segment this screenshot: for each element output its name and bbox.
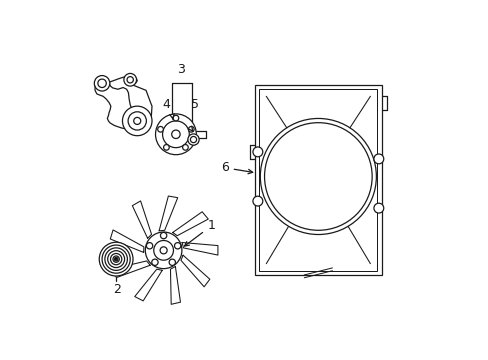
Circle shape	[173, 115, 179, 121]
Circle shape	[99, 242, 133, 276]
Circle shape	[128, 112, 146, 130]
Text: 1: 1	[184, 219, 215, 246]
Circle shape	[155, 114, 196, 155]
Circle shape	[102, 245, 130, 273]
Circle shape	[104, 248, 127, 270]
Circle shape	[94, 76, 110, 91]
Circle shape	[122, 106, 152, 136]
Circle shape	[146, 243, 152, 249]
Circle shape	[110, 253, 122, 265]
Circle shape	[169, 259, 175, 265]
Circle shape	[163, 145, 169, 150]
Text: 3: 3	[177, 63, 185, 76]
Circle shape	[113, 256, 119, 262]
Circle shape	[158, 126, 163, 132]
Circle shape	[252, 147, 262, 157]
Circle shape	[260, 118, 376, 234]
Bar	[255, 85, 381, 275]
Circle shape	[107, 251, 124, 267]
Circle shape	[182, 145, 188, 150]
Circle shape	[151, 259, 158, 265]
Circle shape	[187, 134, 199, 145]
Text: 5: 5	[191, 98, 199, 111]
Circle shape	[145, 232, 182, 269]
Circle shape	[123, 73, 136, 86]
Text: 2: 2	[113, 283, 121, 296]
Bar	[259, 89, 377, 271]
Circle shape	[373, 203, 383, 213]
Text: 6: 6	[221, 161, 252, 174]
Circle shape	[174, 243, 181, 249]
Circle shape	[252, 196, 262, 206]
Circle shape	[160, 233, 166, 239]
Circle shape	[373, 154, 383, 164]
Circle shape	[188, 126, 194, 132]
Text: 4: 4	[162, 98, 170, 111]
Circle shape	[114, 257, 118, 261]
Circle shape	[153, 240, 173, 260]
